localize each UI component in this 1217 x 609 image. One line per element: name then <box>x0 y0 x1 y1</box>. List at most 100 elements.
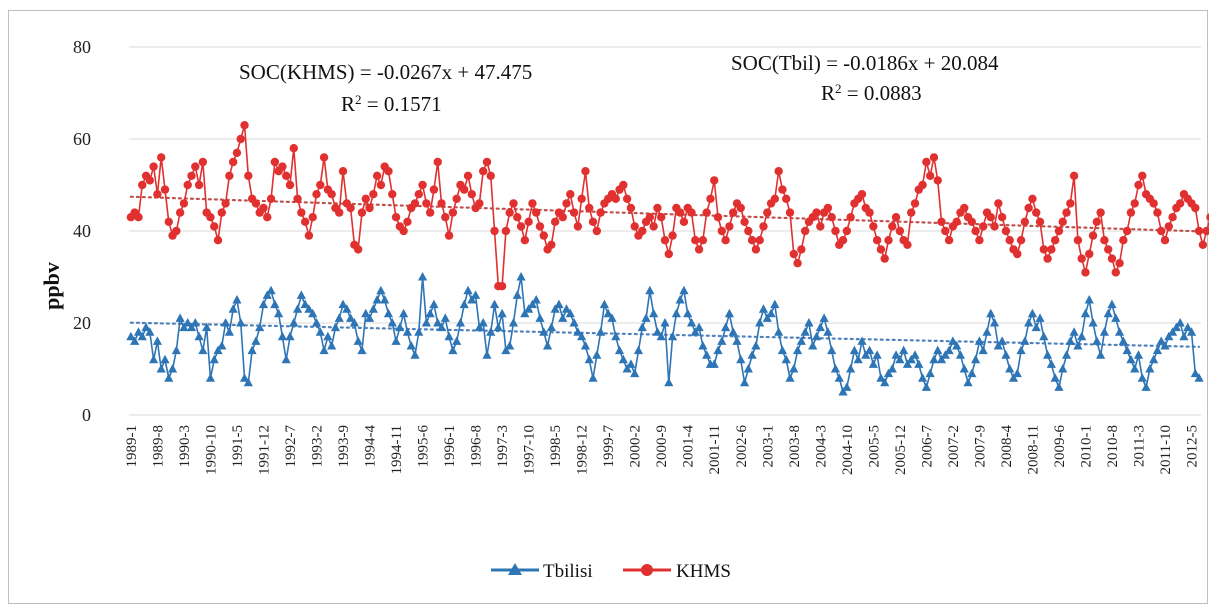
x-tick-label: 1997-3 <box>495 425 511 468</box>
data-point <box>244 171 253 180</box>
data-point <box>1016 236 1026 245</box>
data-point <box>259 203 268 213</box>
data-point <box>993 341 1003 350</box>
data-point <box>474 322 484 332</box>
data-point <box>232 148 242 157</box>
data-point <box>638 226 647 236</box>
data-point <box>429 299 439 309</box>
data-point <box>236 318 246 327</box>
data-point <box>710 176 719 185</box>
data-point <box>1012 368 1022 378</box>
data-point <box>1149 199 1158 208</box>
data-point <box>827 213 836 222</box>
x-tick-label: 2006-7 <box>919 425 935 468</box>
data-point <box>172 226 181 236</box>
data-point <box>387 318 397 327</box>
data-point <box>664 249 673 259</box>
data-point <box>1149 354 1159 364</box>
data-point <box>369 190 378 199</box>
data-point <box>596 208 605 217</box>
data-point <box>997 336 1007 345</box>
data-point <box>221 199 230 208</box>
data-point <box>539 231 548 240</box>
data-point <box>755 318 765 327</box>
data-point <box>220 318 231 327</box>
data-point <box>1058 364 1068 373</box>
x-axis-ticks: 1989-1 1989-8 1990-3 1990-10 1991-5 1991-12 19… <box>124 425 1201 475</box>
data-point <box>581 167 590 176</box>
x-tick-label: 2012-5 <box>1185 425 1201 468</box>
data-point <box>614 345 625 355</box>
data-point <box>478 167 488 176</box>
data-point <box>1058 217 1067 226</box>
data-point <box>903 240 912 249</box>
data-point <box>152 336 163 345</box>
x-tick-label: 1989-8 <box>150 425 166 468</box>
x-tick-label: 1998-12 <box>575 425 591 475</box>
data-point <box>1126 354 1136 364</box>
data-point <box>512 290 522 299</box>
data-point <box>266 285 276 295</box>
data-point <box>225 171 234 180</box>
data-point <box>1194 373 1204 382</box>
data-point <box>440 313 450 322</box>
data-point <box>1027 308 1038 318</box>
data-point <box>489 299 500 309</box>
data-point <box>402 327 413 336</box>
data-point <box>437 199 446 208</box>
data-point <box>691 236 700 245</box>
data-point <box>149 162 158 171</box>
data-point <box>1085 249 1094 259</box>
data-point <box>281 354 291 364</box>
data-point <box>657 213 666 222</box>
data-point <box>156 364 166 373</box>
data-point <box>285 180 295 190</box>
data-point <box>399 226 408 236</box>
data-point <box>880 377 890 387</box>
data-point <box>175 208 185 217</box>
chart-frame: 0 20 40 60 80 1989-1 1989-8 1990-3 1990-10 1991-… <box>8 10 1209 604</box>
data-point <box>668 231 677 240</box>
data-point <box>346 313 356 322</box>
data-point <box>815 322 825 332</box>
data-point <box>812 208 821 217</box>
x-tick-label: 1989-1 <box>124 425 140 468</box>
data-point <box>406 341 416 350</box>
data-point <box>293 194 302 203</box>
data-point <box>747 350 757 359</box>
data-point <box>933 345 943 355</box>
data-point <box>210 222 219 231</box>
data-point <box>448 345 458 355</box>
data-point <box>206 213 215 222</box>
data-point <box>554 299 564 309</box>
data-point <box>652 327 663 336</box>
data-point <box>1167 327 1178 336</box>
data-point <box>346 203 355 213</box>
data-point <box>698 236 708 245</box>
data-point <box>410 350 420 359</box>
x-tick-label: 2009-6 <box>1052 425 1068 468</box>
data-point <box>1028 194 1037 203</box>
data-point <box>304 231 314 240</box>
data-point <box>626 359 636 368</box>
data-point <box>1065 336 1075 345</box>
data-point <box>891 213 901 222</box>
x-tick-label: 1994-11 <box>389 425 405 474</box>
data-point <box>960 203 969 213</box>
data-point <box>134 213 143 222</box>
data-point <box>357 208 367 217</box>
data-point <box>417 272 428 281</box>
data-point <box>542 341 553 350</box>
legend: Tbilisi KHMS <box>491 561 731 582</box>
data-point <box>501 226 511 236</box>
data-point <box>138 180 147 190</box>
legend-marker-khms <box>641 564 653 576</box>
data-point <box>895 226 905 236</box>
data-point <box>952 341 962 350</box>
data-point <box>338 167 348 176</box>
data-point <box>611 194 620 203</box>
data-point <box>1103 308 1113 318</box>
data-point <box>565 308 575 318</box>
data-point <box>364 313 375 322</box>
data-point <box>978 222 988 231</box>
